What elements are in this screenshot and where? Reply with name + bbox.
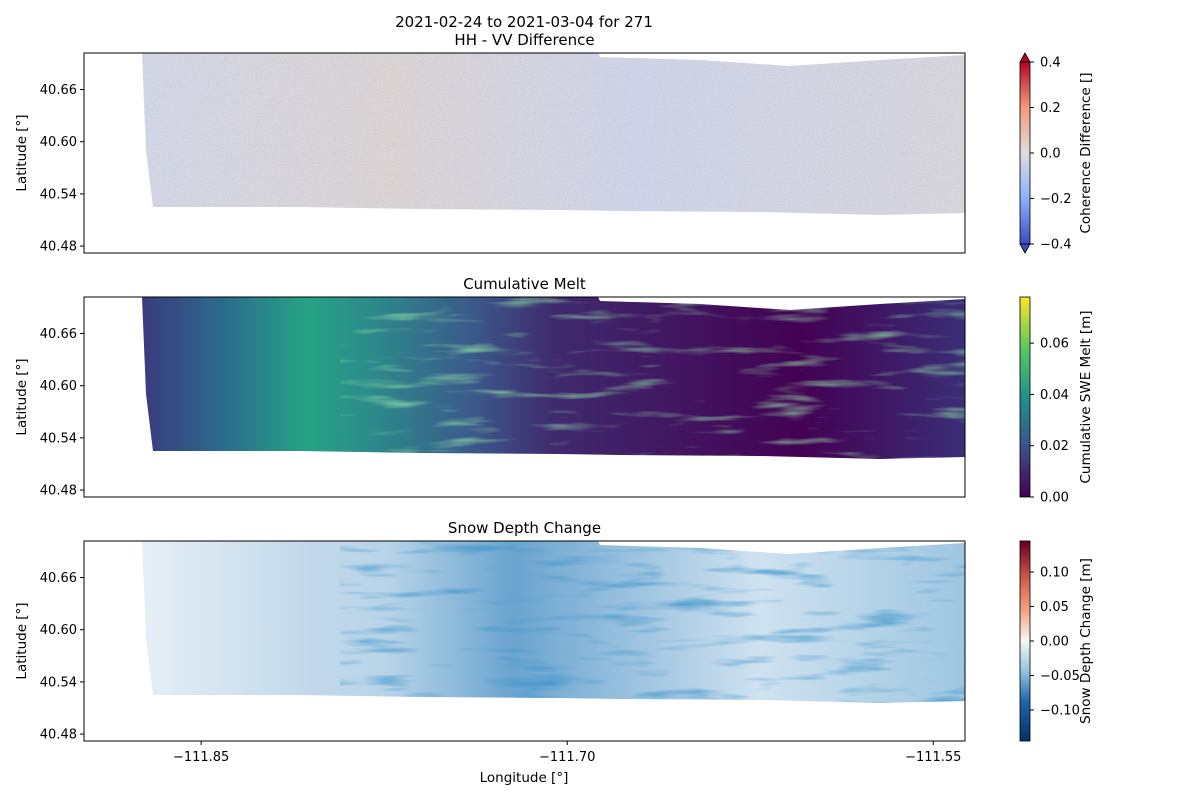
- x-tick-label: −111.70: [539, 750, 595, 765]
- colorbar-tick-label: 0.06: [1040, 337, 1069, 352]
- raster-texture: [340, 297, 965, 459]
- y-tick-label: 40.48: [40, 728, 77, 743]
- y-tick-label: 40.66: [40, 83, 77, 98]
- colorbar-tick-label: −0.2: [1040, 192, 1072, 207]
- panel-title: Cumulative Melt: [463, 275, 586, 293]
- x-tick-label: −111.85: [173, 750, 229, 765]
- y-tick-label: 40.66: [40, 327, 77, 342]
- colorbar-tick-label: 0.2: [1040, 101, 1061, 116]
- y-axis-label: Latitude [°]: [14, 114, 30, 191]
- y-tick-label: 40.54: [40, 675, 77, 690]
- colorbar-body: [1019, 296, 1031, 498]
- panel-2: Cumulative Melt 40.48 40.54 40.60 40.66 Latit…: [14, 275, 1094, 506]
- colorbar-extend-max: [1019, 52, 1031, 63]
- colorbar: 0.00 0.02 0.04 0.06 Cumulative SWE Melt [m]: [1019, 296, 1094, 506]
- colorbar-tick-label: 0.4: [1040, 56, 1061, 71]
- colorbar-body: [1019, 61, 1031, 245]
- colorbar-tick-label: −0.05: [1040, 669, 1080, 684]
- colorbar-label: Snow Depth Change [m]: [1078, 558, 1094, 724]
- y-tick-label: 40.54: [40, 187, 77, 202]
- x-axis-label: Longitude [°]: [480, 770, 569, 786]
- y-axis-label: Latitude [°]: [14, 602, 30, 679]
- y-tick-label: 40.54: [40, 431, 77, 446]
- colorbar-tick-label: 0.05: [1040, 600, 1069, 615]
- raster-texture: [142, 53, 965, 215]
- colorbar-body: [1019, 540, 1031, 742]
- y-tick-label: 40.60: [40, 135, 77, 150]
- colorbar-tick-label: −0.4: [1040, 238, 1072, 253]
- colorbar: −0.10 −0.05 0.00 0.05 0.10 Snow Depth Change …: [1019, 540, 1094, 742]
- axes-frame: [83, 540, 966, 742]
- y-tick-label: 40.66: [40, 571, 77, 586]
- colorbar-tick-label: 0.04: [1040, 388, 1069, 403]
- y-tick-label: 40.48: [40, 484, 77, 499]
- y-tick-label: 40.60: [40, 623, 77, 638]
- colorbar-extend-min: [1019, 243, 1031, 254]
- colorbar-tick-label: 0.00: [1040, 635, 1069, 650]
- axes-frame: [83, 296, 966, 498]
- panel-1: HH - VV Difference 40.48 40.54 40.60 40.66 La…: [14, 31, 1094, 255]
- figure-title: 2021-02-24 to 2021-03-04 for 271: [395, 13, 653, 31]
- colorbar-tick-label: −0.10: [1040, 703, 1080, 718]
- panel-title: Snow Depth Change: [448, 519, 601, 537]
- panel-3: Snow Depth Change 40.48 40.54 40.60 40.66 Lat…: [14, 519, 1094, 765]
- y-axis-label: Latitude [°]: [14, 358, 30, 435]
- colorbar-tick-label: 0.02: [1040, 439, 1069, 454]
- panel-title: HH - VV Difference: [454, 31, 594, 49]
- colorbar: −0.4 −0.2 0.0 0.2 0.4 Coherence Difference []: [1019, 52, 1094, 254]
- colorbar-label: Cumulative SWE Melt [m]: [1078, 310, 1094, 483]
- colorbar-label: Coherence Difference []: [1078, 72, 1094, 233]
- axes-frame: [83, 52, 966, 254]
- colorbar-tick-label: 0.00: [1040, 491, 1069, 506]
- y-tick-label: 40.60: [40, 379, 77, 394]
- colorbar-tick-label: 0.10: [1040, 566, 1069, 581]
- y-tick-label: 40.48: [40, 240, 77, 255]
- raster-texture: [340, 541, 965, 703]
- x-tick-label: −111.55: [905, 750, 961, 765]
- colorbar-tick-label: 0.0: [1040, 147, 1061, 162]
